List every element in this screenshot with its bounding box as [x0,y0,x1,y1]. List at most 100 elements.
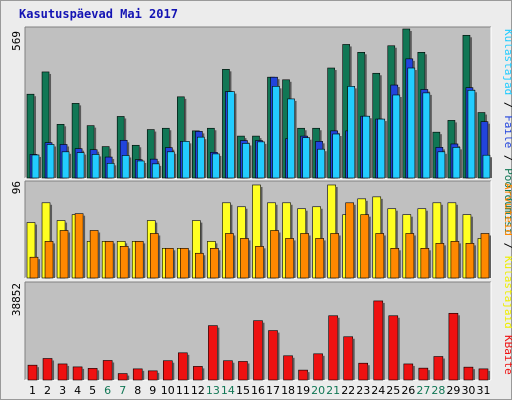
legend-middle: Arvuteid / Külastajaid [502,183,512,329]
bar-sites-30-shadow [473,245,476,278]
bar-sites-9 [149,233,159,279]
x-tick-label: 1 [29,384,36,397]
bar-hits-28-shadow [444,153,447,178]
legend-top-sep-1: / [502,102,512,109]
bar-sites-6-shadow [113,243,116,278]
bar-kbytes-27-shadow [427,370,430,380]
bar-kbytes-6-shadow [112,362,115,380]
bar-sites-16-shadow [263,248,266,278]
bar-sites-20 [315,238,324,279]
bar-sites-21-shadow [338,235,341,278]
bar-kbytes-14 [223,360,233,381]
bar-kbytes-10-shadow [172,362,175,380]
bar-hits-7 [121,155,130,179]
x-tick-label: 15 [236,384,250,397]
x-tick-label: 3 [59,384,66,397]
bar-sites-5-shadow [98,232,101,278]
bar-visits-27-shadow [425,210,428,278]
bar-sites-22 [345,202,354,279]
bar-hits-29-shadow [459,149,462,178]
bar-hits-27-shadow [429,94,432,178]
bar-hits-22-shadow [354,88,357,178]
bar-kbytes-12 [193,366,203,381]
ymax-label-top: 569 [10,31,23,51]
x-tick-label: 17 [266,384,280,397]
bar-kbytes-3 [57,363,68,381]
bar-kbytes-20 [313,353,323,381]
bar-hits-24-shadow [384,121,387,178]
bar-sites-23 [360,214,370,279]
bar-hits-10 [166,151,175,179]
bar-sites-9-shadow [158,235,161,278]
bar-hits-28 [437,151,446,179]
bar-sites-18 [285,238,294,279]
legend-middle-series-a: Arvuteid [502,183,512,236]
x-tick-label: 2 [44,384,51,397]
bar-hits-21 [332,133,340,179]
bar-hits-23-shadow [369,118,372,178]
bar-hits-27 [422,92,431,179]
x-tick-label: 6 [104,384,111,397]
x-tick-label: 22 [341,384,355,397]
bar-sites-27-shadow [428,250,431,278]
bar-hits-13 [212,153,220,179]
bar-hits-17-shadow [279,88,282,178]
bar-hits-1 [31,154,40,179]
bar-hits-13-shadow [219,155,222,178]
bar-kbytes-4 [72,366,83,381]
bar-kbytes-13 [208,325,218,381]
bar-kbytes-28 [433,356,444,381]
bar-kbytes-28-shadow [442,358,445,380]
bar-kbytes-31-shadow [487,370,490,380]
bar-sites-14-shadow [233,235,236,278]
bar-hits-18 [287,98,295,179]
bar-sites-2-shadow [53,243,56,278]
bar-hits-18-shadow [294,100,297,178]
bar-sites-25 [390,248,400,279]
bar-hits-11 [182,141,190,179]
bar-hits-8 [136,160,145,179]
ymax-label-middle: 96 [10,181,23,194]
bar-kbytes-1 [27,364,38,381]
bar-sites-23-shadow [368,216,371,278]
bar-hits-26 [407,67,416,179]
bar-sites-28-shadow [443,245,446,278]
bar-files-31-shadow [487,123,490,178]
bar-hits-26-shadow [414,70,417,178]
bar-hits-1-shadow [39,156,41,178]
bar-kbytes-4-shadow [82,368,85,380]
bar-hits-6 [106,163,115,179]
bar-hits-16 [257,141,265,179]
bar-sites-24 [375,233,385,279]
bar-kbytes-11-shadow [187,354,190,380]
bar-sites-12 [195,252,204,279]
bar-sites-15 [240,238,249,279]
bar-kbytes-27 [418,367,429,381]
x-tick-label: 5 [89,384,96,397]
bar-kbytes-15-shadow [247,363,250,380]
bar-sites-22-shadow [353,204,356,278]
bar-kbytes-18 [283,355,293,381]
bar-hits-24 [377,118,386,179]
x-tick-label: 27 [416,384,430,397]
bar-hits-20-shadow [324,151,327,178]
bar-sites-2 [44,241,54,279]
x-tick-label: 16 [251,384,265,397]
x-tick-label: 8 [134,384,141,397]
x-tick-label: 24 [371,384,385,397]
x-tick-label: 18 [281,384,295,397]
bar-sites-10 [164,248,174,279]
bar-sites-12-shadow [203,255,206,278]
bar-hits-5 [91,154,100,179]
bar-sites-5 [89,230,99,279]
bar-sites-17-shadow [278,232,281,278]
bar-kbytes-7 [117,373,128,381]
x-tick-label: 23 [356,384,370,397]
bar-hits-4-shadow [84,154,87,178]
bar-kbytes-17-shadow [277,332,280,380]
bar-sites-17 [270,230,279,279]
bar-sites-11-shadow [188,250,191,278]
bar-kbytes-29-shadow [457,315,460,380]
legend-top-series-c: Pöördumisi [502,168,512,234]
bar-kbytes-9 [147,370,158,381]
